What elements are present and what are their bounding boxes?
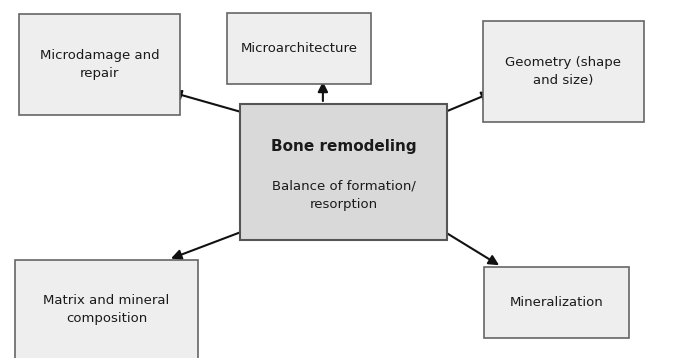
FancyBboxPatch shape <box>484 267 629 338</box>
FancyBboxPatch shape <box>19 14 180 115</box>
Text: Matrix and mineral
composition: Matrix and mineral composition <box>43 294 170 325</box>
FancyBboxPatch shape <box>15 260 198 358</box>
FancyBboxPatch shape <box>227 13 371 84</box>
Text: Geometry (shape
and size): Geometry (shape and size) <box>506 56 621 87</box>
Text: Microarchitecture: Microarchitecture <box>240 42 357 55</box>
Text: Mineralization: Mineralization <box>510 296 603 309</box>
Text: Microdamage and
repair: Microdamage and repair <box>40 49 159 80</box>
Text: Bone remodeling: Bone remodeling <box>271 139 416 154</box>
Text: Balance of formation/
resorption: Balance of formation/ resorption <box>271 179 416 211</box>
FancyBboxPatch shape <box>482 21 644 122</box>
FancyBboxPatch shape <box>240 104 447 240</box>
